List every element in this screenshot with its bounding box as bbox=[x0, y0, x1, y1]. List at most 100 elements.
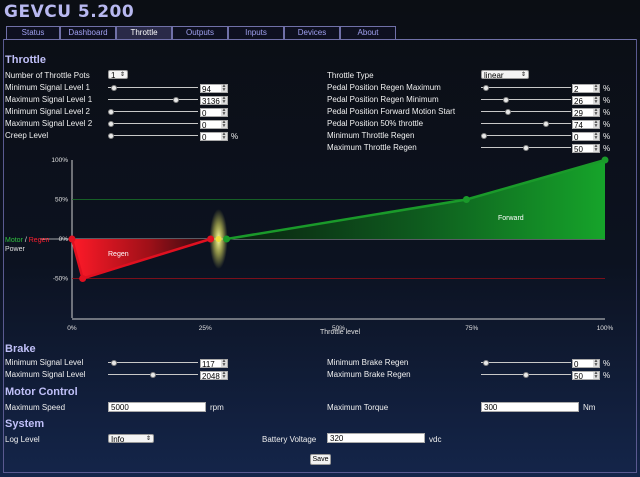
throttle-pedal-setting-value-input[interactable]: 74 ▲ ▼ bbox=[572, 119, 600, 130]
spinner-arrows-icon[interactable]: ▲ ▼ bbox=[593, 358, 599, 368]
forward-area-label: Forward bbox=[498, 215, 524, 222]
throttle-pedal-setting-label: Minimum Throttle Regen bbox=[327, 131, 415, 140]
slider-thumb[interactable] bbox=[172, 97, 179, 103]
throttle-setting-slider[interactable] bbox=[108, 85, 198, 91]
throttle-pedal-setting-slider[interactable] bbox=[481, 121, 571, 127]
spinner-arrows-icon[interactable]: ▲ ▼ bbox=[221, 83, 227, 93]
max-torque-input[interactable]: 300 bbox=[481, 402, 579, 412]
slider-thumb[interactable] bbox=[523, 372, 529, 378]
brake-regen-value-input[interactable]: 50 ▲ ▼ bbox=[572, 370, 600, 381]
slider-thumb[interactable] bbox=[150, 372, 156, 378]
throttle-setting-label: Minimum Signal Level 2 bbox=[5, 107, 90, 116]
throttle-setting-slider[interactable] bbox=[108, 121, 198, 127]
brake-signal-value-input[interactable]: 2048 ▲ ▼ bbox=[200, 370, 228, 381]
brake-regen-value: 50 bbox=[574, 372, 583, 381]
slider-thumb[interactable] bbox=[108, 121, 114, 127]
throttle-setting-value: 3136 bbox=[202, 97, 220, 106]
brake-signal-slider[interactable] bbox=[108, 372, 198, 378]
throttle-pedal-setting-label: Pedal Position Forward Motion Start bbox=[327, 107, 456, 116]
throttle-setting-value: 94 bbox=[202, 85, 211, 94]
chart-labels: Regen Forward Motor / Regen Power Thrott… bbox=[5, 157, 614, 336]
throttle-setting-slider[interactable] bbox=[108, 97, 198, 103]
slider-thumb[interactable] bbox=[108, 109, 114, 115]
throttle-setting-unit: % bbox=[231, 132, 239, 141]
max-speed-input[interactable]: 5000 bbox=[108, 402, 206, 412]
slider-thumb[interactable] bbox=[108, 133, 114, 139]
throttle-pedal-setting-slider[interactable] bbox=[481, 97, 571, 103]
brake-regen-slider[interactable] bbox=[481, 360, 571, 366]
brake-regen-slider[interactable] bbox=[481, 372, 571, 378]
brake-regen-value: 0 bbox=[574, 360, 579, 369]
throttle-pedal-setting-value-input[interactable]: 2 ▲ ▼ bbox=[572, 83, 600, 94]
slider-track bbox=[108, 123, 198, 124]
throttle-setting-slider[interactable] bbox=[108, 109, 198, 115]
spinner-arrows-icon[interactable]: ▲ ▼ bbox=[593, 119, 599, 129]
throttle-pedal-setting-slider[interactable] bbox=[481, 133, 571, 139]
spinner-arrows-icon[interactable]: ▲ ▼ bbox=[593, 107, 599, 117]
slider-track bbox=[108, 111, 198, 112]
slider-track bbox=[481, 111, 571, 112]
throttle-pedal-setting-value-input[interactable]: 29 ▲ ▼ bbox=[572, 107, 600, 118]
throttle-setting-value: 0 bbox=[202, 133, 207, 142]
brake-regen-unit: % bbox=[603, 359, 611, 368]
spinner-arrows-icon[interactable]: ▲ ▼ bbox=[593, 131, 599, 141]
slider-thumb[interactable] bbox=[543, 121, 550, 127]
brake-signal-slider[interactable] bbox=[108, 360, 198, 366]
slider-thumb[interactable] bbox=[482, 360, 489, 366]
forward-point bbox=[462, 196, 470, 203]
slider-thumb[interactable] bbox=[111, 360, 118, 366]
spinner-arrows-icon[interactable]: ▲ ▼ bbox=[221, 358, 227, 368]
brake-regen-value-input[interactable]: 0 ▲ ▼ bbox=[572, 358, 600, 369]
throttle-setting-value-input[interactable]: 94 ▲ ▼ bbox=[200, 83, 228, 94]
tab-inputs[interactable]: Inputs bbox=[228, 26, 284, 40]
throttle-setting-value-input[interactable]: 0 ▲ ▼ bbox=[200, 131, 228, 142]
log-level-select[interactable]: Info ⇕ bbox=[108, 434, 154, 444]
spinner-arrows-icon[interactable]: ▲ ▼ bbox=[593, 143, 599, 153]
throttle-pedal-setting-value-input[interactable]: 0 ▲ ▼ bbox=[572, 131, 600, 142]
spinner-arrows-icon[interactable]: ▲ ▼ bbox=[221, 107, 227, 117]
content-frame bbox=[3, 39, 637, 473]
forward-area bbox=[226, 160, 605, 239]
throttle-type-label: Throttle Type bbox=[327, 71, 374, 80]
battery-voltage-input[interactable]: 320 bbox=[327, 433, 425, 443]
slider-thumb[interactable] bbox=[110, 85, 117, 91]
tab-dashboard[interactable]: Dashboard bbox=[60, 26, 116, 40]
slider-thumb[interactable] bbox=[502, 97, 509, 103]
save-button[interactable]: Save bbox=[310, 454, 331, 465]
throttle-pedal-setting-value: 2 bbox=[574, 85, 579, 94]
throttle-pots-select[interactable]: 1 ⇕ bbox=[108, 70, 128, 80]
tab-status[interactable]: Status bbox=[6, 26, 60, 40]
slider-thumb[interactable] bbox=[505, 109, 512, 115]
throttle-setting-value-input[interactable]: 0 ▲ ▼ bbox=[200, 119, 228, 130]
spinner-arrows-icon[interactable]: ▲ ▼ bbox=[593, 83, 599, 93]
slider-thumb[interactable] bbox=[481, 133, 487, 139]
brake-signal-value-input[interactable]: 117 ▲ ▼ bbox=[200, 358, 228, 369]
throttle-pots-value: 1 bbox=[111, 71, 116, 80]
tab-throttle[interactable]: Throttle bbox=[116, 26, 172, 40]
throttle-pedal-setting-value-input[interactable]: 26 ▲ ▼ bbox=[572, 95, 600, 106]
throttle-pedal-setting-slider[interactable] bbox=[481, 85, 571, 91]
throttle-type-select[interactable]: linear ⇕ bbox=[481, 70, 529, 80]
chevron-updown-icon: ⇕ bbox=[119, 72, 125, 78]
tab-devices[interactable]: Devices bbox=[284, 26, 340, 40]
throttle-pedal-setting-slider[interactable] bbox=[481, 145, 571, 151]
throttle-pedal-setting-slider[interactable] bbox=[481, 109, 571, 115]
slider-thumb[interactable] bbox=[523, 145, 529, 151]
spinner-arrows-icon[interactable]: ▲ ▼ bbox=[221, 370, 227, 380]
chart-points bbox=[68, 156, 609, 282]
spinner-arrows-icon[interactable]: ▲ ▼ bbox=[221, 119, 227, 129]
spinner-arrows-icon[interactable]: ▲ ▼ bbox=[593, 95, 599, 105]
slider-thumb[interactable] bbox=[482, 85, 489, 91]
tab-outputs[interactable]: Outputs bbox=[172, 26, 228, 40]
throttle-setting-value-input[interactable]: 3136 ▲ ▼ bbox=[200, 95, 228, 106]
throttle-pedal-setting-unit: % bbox=[603, 96, 611, 105]
spinner-arrows-icon[interactable]: ▲ ▼ bbox=[221, 131, 227, 141]
spinner-arrows-icon[interactable]: ▲ ▼ bbox=[593, 370, 599, 380]
tab-divider bbox=[4, 39, 636, 40]
tab-about[interactable]: About bbox=[340, 26, 396, 40]
throttle-pedal-setting-value-input[interactable]: 50 ▲ ▼ bbox=[572, 143, 600, 154]
throttle-pedal-setting-value: 26 bbox=[574, 97, 583, 106]
throttle-setting-slider[interactable] bbox=[108, 133, 198, 139]
spinner-arrows-icon[interactable]: ▲ ▼ bbox=[221, 95, 227, 105]
throttle-setting-value-input[interactable]: 0 ▲ ▼ bbox=[200, 107, 228, 118]
